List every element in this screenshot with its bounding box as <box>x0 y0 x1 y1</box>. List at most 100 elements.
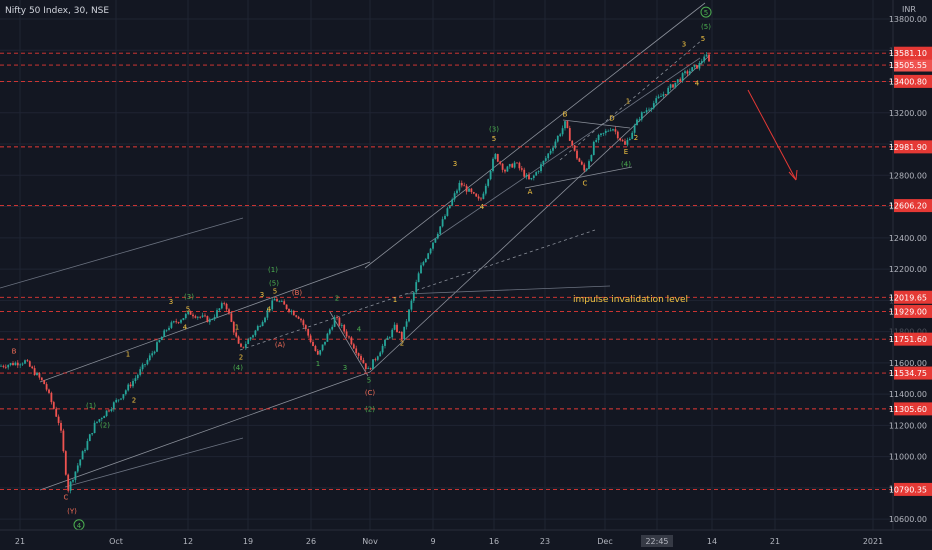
wave-label-41: 1 <box>626 97 630 105</box>
candle-body-107 <box>256 326 259 331</box>
candle-body-181 <box>434 238 437 243</box>
price-level-tag-6[interactable] <box>894 199 932 213</box>
candle-body-255 <box>612 129 614 131</box>
candle-body-215 <box>516 162 518 164</box>
candle-body-245 <box>588 161 590 169</box>
candle-body-15 <box>36 373 38 376</box>
price-level-tag-8[interactable] <box>894 74 932 88</box>
projection-arrow <box>747 89 797 181</box>
candle-body-243 <box>583 164 586 171</box>
candle-body-112 <box>268 309 271 311</box>
candle-body-60 <box>144 364 146 366</box>
candle-body-37 <box>88 434 91 442</box>
candle-body-195 <box>468 188 470 192</box>
candle-body-164 <box>393 324 396 330</box>
candle-body-279 <box>669 84 672 88</box>
candle-body-219 <box>525 174 528 177</box>
x-axis[interactable]: 21 Oct 12 19 26 Nov 9 16 23 Dec 22:45 14 21 2021 <box>0 529 932 547</box>
price-level-tag-9[interactable] <box>894 58 932 72</box>
candle-body-89 <box>213 316 216 320</box>
candle-body-43 <box>103 416 106 419</box>
candle-body-33 <box>79 459 82 466</box>
price-level-tag-2[interactable] <box>894 366 932 380</box>
candle-body-86 <box>206 316 209 323</box>
candle-body-3 <box>7 364 10 368</box>
annotations: impulse invalidation level <box>573 295 688 305</box>
candle-body-79 <box>189 311 192 315</box>
wave-label-35: A <box>528 188 533 196</box>
candle-body-42 <box>100 418 103 420</box>
candle-body-287 <box>688 71 691 74</box>
candle-body-196 <box>470 188 473 193</box>
x-tick-label-7: 16 <box>489 537 499 546</box>
dashed-trendline-1 <box>559 39 703 161</box>
price-level-tag-0[interactable] <box>894 482 932 496</box>
price-level-tag-7[interactable] <box>894 140 932 154</box>
y-tick-label-16: 13800.00 <box>889 15 927 24</box>
price-level-value-10: 13581.10 <box>889 49 927 58</box>
candle-body-184 <box>441 219 444 227</box>
candle-body-176 <box>422 262 425 266</box>
wave-label-33: 5 <box>492 135 496 143</box>
x-tick-label-6: 9 <box>430 537 435 546</box>
candle-body-191 <box>458 182 461 191</box>
wave-label-7: 2 <box>132 397 136 405</box>
candle-body-217 <box>520 168 523 170</box>
candle-body-8 <box>19 364 22 366</box>
wave-label-30: 2 <box>400 340 404 348</box>
candle-body-145 <box>348 336 350 338</box>
candle-body-241 <box>578 158 581 162</box>
candle-body-80 <box>192 314 194 317</box>
price-level-tag-10[interactable] <box>894 46 932 60</box>
candle-body-78 <box>187 311 190 315</box>
wave-label-32: (3) <box>489 126 499 134</box>
candle-body-150 <box>360 355 362 361</box>
candle-body-257 <box>616 131 619 139</box>
candle-body-136 <box>326 333 329 342</box>
price-level-value-3: 11751.60 <box>889 335 927 344</box>
candle-body-250 <box>600 133 602 136</box>
candle-body-173 <box>415 282 418 293</box>
wave-label-38: D <box>609 115 614 123</box>
candle-body-254 <box>609 130 612 132</box>
price-level-tag-3[interactable] <box>894 332 932 346</box>
y-axis[interactable]: 10600.0010800.0011000.0011200.0011400.00… <box>889 0 932 550</box>
candle-body-294 <box>705 54 708 57</box>
candle-body-83 <box>199 316 202 318</box>
candle-body-61 <box>146 360 149 365</box>
wave-label-21: (A) <box>275 341 286 349</box>
x-tick-label-11: 14 <box>707 537 717 546</box>
candle-body-272 <box>652 103 655 109</box>
wave-label-22: 1 <box>316 360 320 368</box>
candle-body-137 <box>328 329 331 334</box>
price-level-tag-5[interactable] <box>894 290 932 304</box>
candle-body-31 <box>74 471 77 481</box>
candle-body-16 <box>38 373 41 378</box>
candle-body-223 <box>535 172 538 176</box>
candle-body-93 <box>223 303 226 304</box>
x-tick-label-3: 19 <box>243 537 253 546</box>
projection-arrow-head <box>788 169 798 181</box>
candle-body-281 <box>674 82 677 88</box>
candle-body-132 <box>316 350 319 355</box>
candle-body-189 <box>453 193 456 200</box>
candle-body-218 <box>523 169 526 177</box>
price-level-tag-4[interactable] <box>894 304 932 318</box>
candle-body-122 <box>292 310 295 316</box>
candle-body-118 <box>283 301 286 305</box>
wave-label-27: (C) <box>365 389 376 397</box>
x-crosshair-tag <box>641 535 673 547</box>
candle-body-233 <box>559 134 562 136</box>
candle-body-261 <box>626 140 629 145</box>
candle-body-169 <box>405 321 408 327</box>
candle-body-268 <box>643 112 646 114</box>
candle-body-290 <box>696 65 698 69</box>
candle-body-216 <box>518 162 521 169</box>
candle-body-247 <box>592 141 595 155</box>
candle-body-166 <box>398 331 401 333</box>
candle-body-129 <box>309 335 312 342</box>
candle-body-180 <box>432 242 434 249</box>
price-level-value-2: 11534.75 <box>889 369 927 378</box>
price-level-tag-1[interactable] <box>894 402 932 416</box>
